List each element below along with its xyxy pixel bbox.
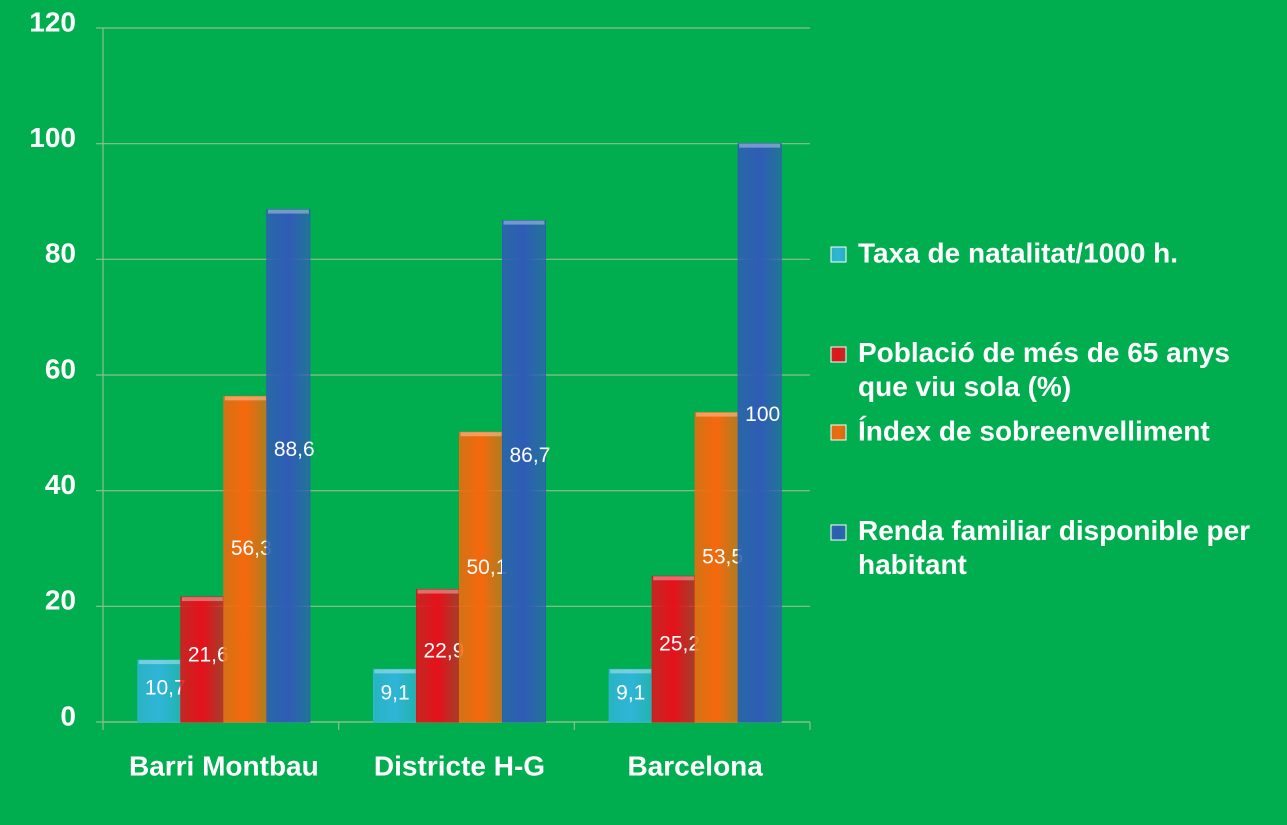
legend-swatch: [830, 246, 847, 263]
legend-label: Índex de sobreenvelliment: [858, 415, 1210, 446]
bar-top: [267, 209, 309, 214]
bar: [266, 209, 311, 723]
data-label: 53,5: [702, 546, 743, 569]
bar-top: [138, 660, 180, 665]
y-tick-label: 40: [45, 469, 76, 500]
bar-top: [224, 396, 266, 401]
bar-top: [610, 669, 652, 674]
legend-label: Taxa de natalitat/1000 h.: [858, 237, 1178, 268]
x-tick-label: Districte H-G: [374, 750, 545, 781]
bar-top: [653, 576, 695, 581]
y-tick-label: 20: [45, 585, 76, 616]
legend-swatch: [830, 346, 847, 363]
bar: [694, 412, 739, 723]
y-tick-label: 100: [29, 122, 76, 153]
data-label: 50,1: [467, 556, 508, 579]
data-label: 10,7: [145, 677, 186, 700]
bar-top: [181, 597, 223, 602]
bar: [502, 220, 546, 723]
bar-top: [460, 432, 502, 437]
bar-top: [374, 669, 416, 674]
legend-label: Població de més de 65 anys que viu sola (…: [858, 337, 1230, 402]
bar-top: [739, 143, 781, 148]
bar-top: [696, 412, 738, 417]
data-label: 21,6: [188, 643, 229, 666]
bar: [459, 431, 503, 723]
data-label: 22,9: [424, 639, 465, 662]
legend-swatch: [830, 524, 847, 541]
x-tick-label: Barri Montbau: [129, 750, 319, 781]
data-label: 25,2: [659, 632, 700, 655]
bar: [137, 659, 182, 723]
bar-top: [417, 589, 459, 594]
bar: [180, 596, 225, 723]
text-line: que viu sola (%): [858, 371, 1071, 402]
text-line: habitant: [858, 549, 967, 580]
bar: [737, 143, 782, 723]
bar-top: [503, 220, 545, 225]
data-label: 88,6: [274, 438, 315, 461]
y-tick-label: 0: [60, 700, 76, 731]
text-line: Renda familiar disponible per: [858, 515, 1250, 546]
legend-label: Renda familiar disponible per habitant: [858, 515, 1250, 580]
y-tick-label: 80: [45, 238, 76, 269]
x-tick-label: Barcelona: [627, 750, 763, 781]
bar: [651, 575, 696, 723]
data-label: 56,3: [231, 537, 272, 560]
y-tick-label: 60: [45, 353, 76, 384]
text-line: Població de més de 65 anys: [858, 337, 1230, 368]
data-label: 9,1: [616, 682, 645, 705]
data-label: 100: [745, 403, 780, 426]
data-label: 86,7: [510, 444, 551, 467]
legend-swatch: [830, 424, 847, 441]
bar: [223, 395, 268, 723]
y-tick-label: 120: [29, 6, 76, 37]
data-label: 9,1: [381, 682, 410, 705]
